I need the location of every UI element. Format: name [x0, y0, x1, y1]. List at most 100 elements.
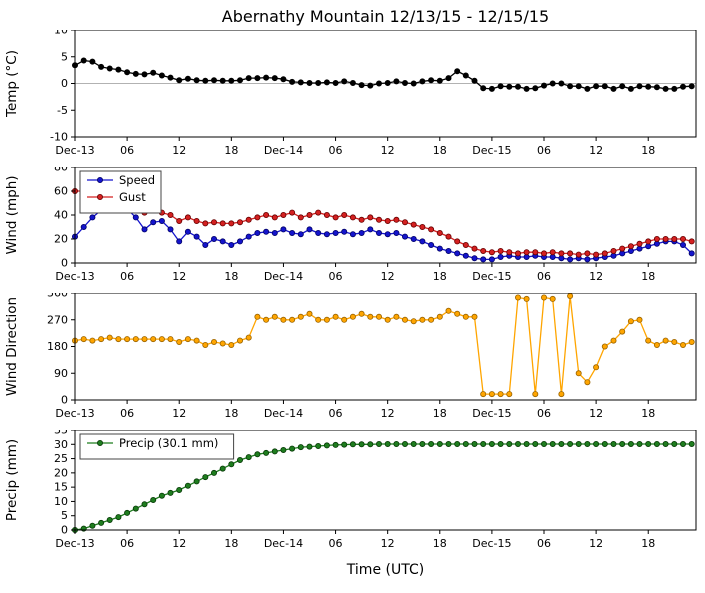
precip-marker — [132, 505, 139, 512]
temp-marker — [289, 78, 296, 85]
gust-marker — [471, 245, 478, 252]
precip-marker — [202, 474, 209, 481]
temp-marker — [393, 78, 400, 85]
gust-marker — [680, 236, 687, 243]
precip-marker — [662, 440, 669, 447]
gust-marker — [332, 214, 339, 221]
gust-marker — [202, 220, 209, 227]
direction-marker — [202, 342, 209, 349]
y-tick-label: 40 — [54, 209, 68, 222]
x-tick-label: Dec-13 — [55, 270, 94, 283]
precip-marker — [341, 441, 348, 448]
speed-marker — [445, 248, 452, 255]
temp-marker — [593, 83, 600, 90]
temp-marker — [332, 80, 339, 87]
temp-marker — [462, 72, 469, 79]
precip-marker — [497, 440, 504, 447]
y-tick-label: 10 — [54, 495, 68, 508]
gust-marker — [193, 218, 200, 225]
x-tick-label: 12 — [381, 407, 395, 420]
temp-marker — [436, 77, 443, 84]
x-tick-label: 18 — [433, 144, 447, 157]
direction-marker — [80, 336, 87, 343]
x-tick-label: 06 — [329, 407, 343, 420]
precip-marker — [349, 441, 356, 448]
temp-marker — [645, 83, 652, 90]
y-tick-label: 20 — [54, 233, 68, 246]
precip-marker — [610, 440, 617, 447]
gust-marker — [688, 238, 695, 245]
gust-marker — [341, 212, 348, 219]
temp-marker — [671, 85, 678, 92]
direction-marker — [462, 313, 469, 320]
temp-marker — [541, 82, 548, 89]
temp-marker — [341, 78, 348, 85]
speed-marker — [680, 242, 687, 249]
wind-direction-plot-area — [75, 293, 696, 400]
speed-marker — [323, 231, 330, 238]
precip-marker — [627, 440, 634, 447]
y-tick-label: 0 — [61, 524, 68, 537]
temp-marker — [627, 85, 634, 92]
x-tick-label: Dec-15 — [472, 537, 511, 550]
direction-marker — [428, 316, 435, 323]
x-tick-label: 12 — [381, 537, 395, 550]
precip-marker — [236, 456, 243, 463]
direction-marker — [471, 313, 478, 320]
precip-marker — [419, 440, 426, 447]
precip-marker — [89, 522, 96, 529]
temp-marker — [515, 83, 522, 90]
precip-marker — [575, 440, 582, 447]
direction-marker — [515, 294, 522, 301]
precip-marker — [150, 497, 157, 504]
precip-marker — [515, 440, 522, 447]
speed-marker — [150, 219, 157, 226]
direction-marker — [245, 334, 252, 341]
x-tick-label: Dec-14 — [264, 144, 303, 157]
temp-marker — [471, 77, 478, 84]
gust-marker — [593, 251, 600, 258]
y-tick-label: 180 — [47, 340, 68, 353]
temp-marker — [98, 63, 105, 70]
legend-marker-sample — [97, 193, 104, 200]
x-tick-label: 18 — [641, 270, 655, 283]
direction-marker — [636, 316, 643, 323]
temp-marker — [132, 70, 139, 77]
precip-marker — [410, 440, 417, 447]
speed-marker — [289, 230, 296, 237]
temp-marker — [610, 85, 617, 92]
precip-marker — [280, 446, 287, 453]
chart-title: Abernathy Mountain 12/13/15 - 12/15/15 — [221, 7, 550, 26]
temp-marker — [575, 83, 582, 90]
direction-marker — [497, 391, 504, 398]
gust-marker — [393, 216, 400, 223]
y-tick-label: 360 — [47, 293, 68, 300]
speed-marker — [384, 231, 391, 238]
temp-marker — [306, 80, 313, 87]
precip-marker — [401, 440, 408, 447]
x-tick-label: 06 — [120, 270, 134, 283]
x-tick-label: 18 — [224, 144, 238, 157]
precip-marker — [445, 440, 452, 447]
y-tick-label: 15 — [54, 481, 68, 494]
y-tick-label: 25 — [54, 452, 68, 465]
y-tick-label: 20 — [54, 466, 68, 479]
speed-marker — [393, 230, 400, 237]
gust-marker — [236, 219, 243, 226]
temp-marker — [315, 80, 322, 87]
temp-marker — [358, 82, 365, 89]
gust-marker — [428, 226, 435, 233]
gust-marker — [410, 221, 417, 228]
precip-marker — [184, 482, 191, 489]
gust-marker — [184, 214, 191, 221]
precip-marker — [645, 440, 652, 447]
precip-marker — [593, 440, 600, 447]
y-tick-label: 0 — [61, 77, 68, 90]
x-tick-label: 06 — [537, 407, 551, 420]
x-tick-label: Dec-14 — [264, 270, 303, 283]
precip-marker — [124, 509, 131, 516]
x-tick-label: 18 — [224, 407, 238, 420]
speed-marker — [688, 250, 695, 257]
temp-marker — [115, 66, 122, 73]
